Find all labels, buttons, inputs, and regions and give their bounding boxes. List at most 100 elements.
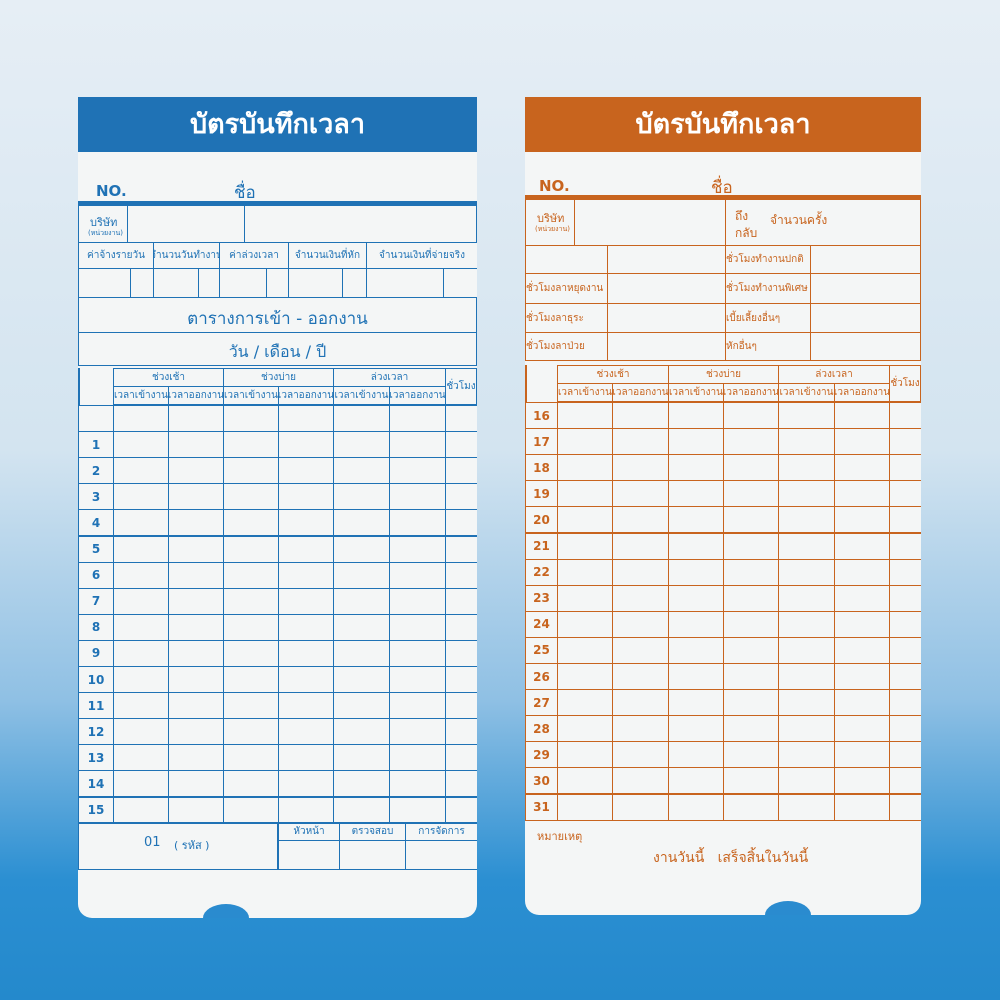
- signature-cell[interactable]: [405, 840, 477, 870]
- time-entry-cell[interactable]: [113, 770, 169, 798]
- time-entry-cell[interactable]: [668, 689, 724, 717]
- time-entry-cell[interactable]: [612, 558, 669, 586]
- time-entry-cell[interactable]: [778, 584, 835, 612]
- time-entry-cell[interactable]: [113, 666, 169, 694]
- time-entry-cell[interactable]: [445, 457, 477, 485]
- time-entry-cell[interactable]: [168, 483, 224, 511]
- time-entry-cell[interactable]: [557, 584, 613, 612]
- time-entry-cell[interactable]: [113, 535, 169, 563]
- time-entry-cell[interactable]: [333, 405, 390, 433]
- time-entry-cell[interactable]: [778, 506, 835, 534]
- time-entry-cell[interactable]: [278, 796, 334, 824]
- time-entry-cell[interactable]: [389, 718, 446, 746]
- time-entry-cell[interactable]: [778, 402, 835, 430]
- time-entry-cell[interactable]: [778, 636, 835, 664]
- time-entry-cell[interactable]: [223, 561, 279, 589]
- time-entry-cell[interactable]: [723, 741, 779, 769]
- time-entry-cell[interactable]: [668, 584, 724, 612]
- time-entry-cell[interactable]: [168, 509, 224, 537]
- time-entry-cell[interactable]: [668, 532, 724, 560]
- time-entry-cell[interactable]: [445, 405, 477, 433]
- time-entry-cell[interactable]: [333, 509, 390, 537]
- time-entry-cell[interactable]: [889, 480, 921, 508]
- time-entry-cell[interactable]: [333, 639, 390, 667]
- time-entry-cell[interactable]: [557, 480, 613, 508]
- time-entry-cell[interactable]: [557, 532, 613, 560]
- time-entry-cell[interactable]: [668, 610, 724, 638]
- time-entry-cell[interactable]: [834, 689, 890, 717]
- time-entry-cell[interactable]: [557, 558, 613, 586]
- time-entry-cell[interactable]: [445, 509, 477, 537]
- time-entry-cell[interactable]: [668, 715, 724, 743]
- time-entry-cell[interactable]: [223, 431, 279, 459]
- time-entry-cell[interactable]: [889, 610, 921, 638]
- time-entry-cell[interactable]: [723, 715, 779, 743]
- time-entry-cell[interactable]: [668, 663, 724, 691]
- time-entry-cell[interactable]: [557, 506, 613, 534]
- time-entry-cell[interactable]: [889, 558, 921, 586]
- time-entry-cell[interactable]: [557, 663, 613, 691]
- time-entry-cell[interactable]: [445, 718, 477, 746]
- time-entry-cell[interactable]: [389, 639, 446, 667]
- time-entry-cell[interactable]: [778, 663, 835, 691]
- time-entry-cell[interactable]: [223, 692, 279, 720]
- time-entry-cell[interactable]: [278, 744, 334, 772]
- time-entry-cell[interactable]: [834, 741, 890, 769]
- time-entry-cell[interactable]: [834, 584, 890, 612]
- time-entry-cell[interactable]: [445, 483, 477, 511]
- time-entry-cell[interactable]: [834, 793, 890, 821]
- time-entry-cell[interactable]: [723, 558, 779, 586]
- time-entry-cell[interactable]: [778, 480, 835, 508]
- time-entry-cell[interactable]: [834, 767, 890, 795]
- time-entry-cell[interactable]: [223, 457, 279, 485]
- time-entry-cell[interactable]: [389, 692, 446, 720]
- time-entry-cell[interactable]: [834, 558, 890, 586]
- time-entry-cell[interactable]: [778, 793, 835, 821]
- time-entry-cell[interactable]: [834, 506, 890, 534]
- time-entry-cell[interactable]: [223, 796, 279, 824]
- time-entry-cell[interactable]: [223, 587, 279, 615]
- time-entry-cell[interactable]: [668, 767, 724, 795]
- time-entry-cell[interactable]: [889, 741, 921, 769]
- time-entry-cell[interactable]: [333, 457, 390, 485]
- time-entry-cell[interactable]: [389, 796, 446, 824]
- time-entry-cell[interactable]: [557, 741, 613, 769]
- time-entry-cell[interactable]: [389, 457, 446, 485]
- time-entry-cell[interactable]: [557, 793, 613, 821]
- time-entry-cell[interactable]: [389, 561, 446, 589]
- time-entry-cell[interactable]: [445, 744, 477, 772]
- time-entry-cell[interactable]: [333, 796, 390, 824]
- time-entry-cell[interactable]: [889, 506, 921, 534]
- time-entry-cell[interactable]: [612, 480, 669, 508]
- time-entry-cell[interactable]: [612, 715, 669, 743]
- time-entry-cell[interactable]: [889, 689, 921, 717]
- time-entry-cell[interactable]: [612, 402, 669, 430]
- time-entry-cell[interactable]: [389, 431, 446, 459]
- signature-cell[interactable]: [278, 840, 340, 870]
- time-entry-cell[interactable]: [113, 457, 169, 485]
- time-entry-cell[interactable]: [389, 666, 446, 694]
- time-entry-cell[interactable]: [333, 483, 390, 511]
- time-entry-cell[interactable]: [445, 587, 477, 615]
- time-entry-cell[interactable]: [278, 770, 334, 798]
- time-entry-cell[interactable]: [834, 402, 890, 430]
- time-entry-cell[interactable]: [612, 584, 669, 612]
- time-entry-cell[interactable]: [113, 692, 169, 720]
- time-entry-cell[interactable]: [889, 767, 921, 795]
- time-entry-cell[interactable]: [668, 428, 724, 456]
- time-entry-cell[interactable]: [889, 402, 921, 430]
- time-entry-cell[interactable]: [333, 587, 390, 615]
- time-entry-cell[interactable]: [333, 431, 390, 459]
- time-entry-cell[interactable]: [168, 744, 224, 772]
- time-entry-cell[interactable]: [612, 767, 669, 795]
- time-entry-cell[interactable]: [278, 483, 334, 511]
- time-entry-cell[interactable]: [333, 613, 390, 641]
- time-entry-cell[interactable]: [278, 718, 334, 746]
- time-entry-cell[interactable]: [557, 402, 613, 430]
- time-entry-cell[interactable]: [223, 483, 279, 511]
- time-entry-cell[interactable]: [333, 561, 390, 589]
- time-entry-cell[interactable]: [278, 692, 334, 720]
- time-entry-cell[interactable]: [389, 405, 446, 433]
- time-entry-cell[interactable]: [389, 770, 446, 798]
- time-entry-cell[interactable]: [113, 587, 169, 615]
